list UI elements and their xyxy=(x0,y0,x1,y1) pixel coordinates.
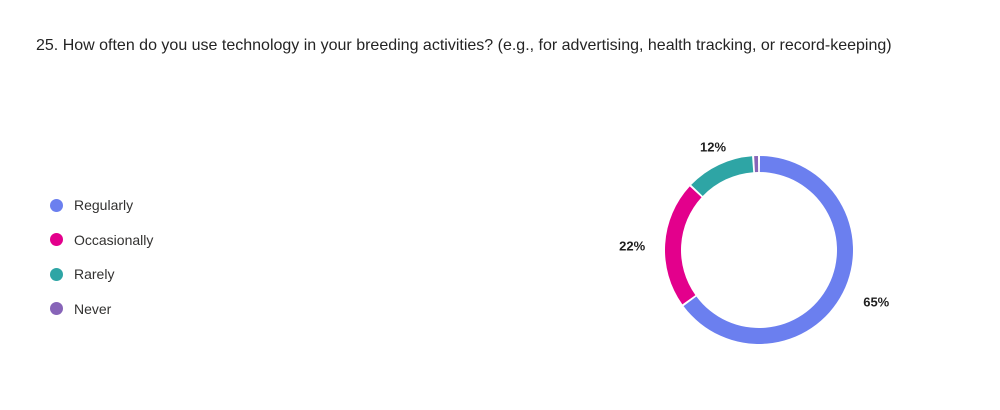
legend-item-rarely[interactable]: Rarely xyxy=(50,257,153,292)
legend-item-occasionally[interactable]: Occasionally xyxy=(50,223,153,258)
donut-slices xyxy=(665,156,853,345)
legend-label: Rarely xyxy=(74,266,115,283)
slice-label-occasionally: 22% xyxy=(619,239,645,254)
legend-dot-icon xyxy=(50,198,63,212)
legend-dot-icon xyxy=(50,267,63,281)
legend-label: Occasionally xyxy=(74,231,154,248)
legend-label: Never xyxy=(74,300,112,317)
legend-item-regularly[interactable]: Regularly xyxy=(50,188,153,223)
slice-label-regularly: 65% xyxy=(863,294,889,309)
donut-labels: 65% 22% 12% xyxy=(619,140,890,310)
legend-dot-icon xyxy=(50,302,63,316)
question-title: 25. How often do you use technology in y… xyxy=(36,37,892,54)
legend-dot-icon xyxy=(50,233,63,247)
legend-label: Regularly xyxy=(74,197,134,214)
chart-legend: Regularly Occasionally Rarely Never xyxy=(50,188,153,326)
legend-item-never[interactable]: Never xyxy=(50,292,153,327)
donut-slice-never[interactable] xyxy=(754,156,759,173)
slice-label-rarely: 12% xyxy=(700,140,726,155)
donut-slice-occasionally[interactable] xyxy=(665,186,702,305)
donut-slice-rarely[interactable] xyxy=(691,156,754,196)
